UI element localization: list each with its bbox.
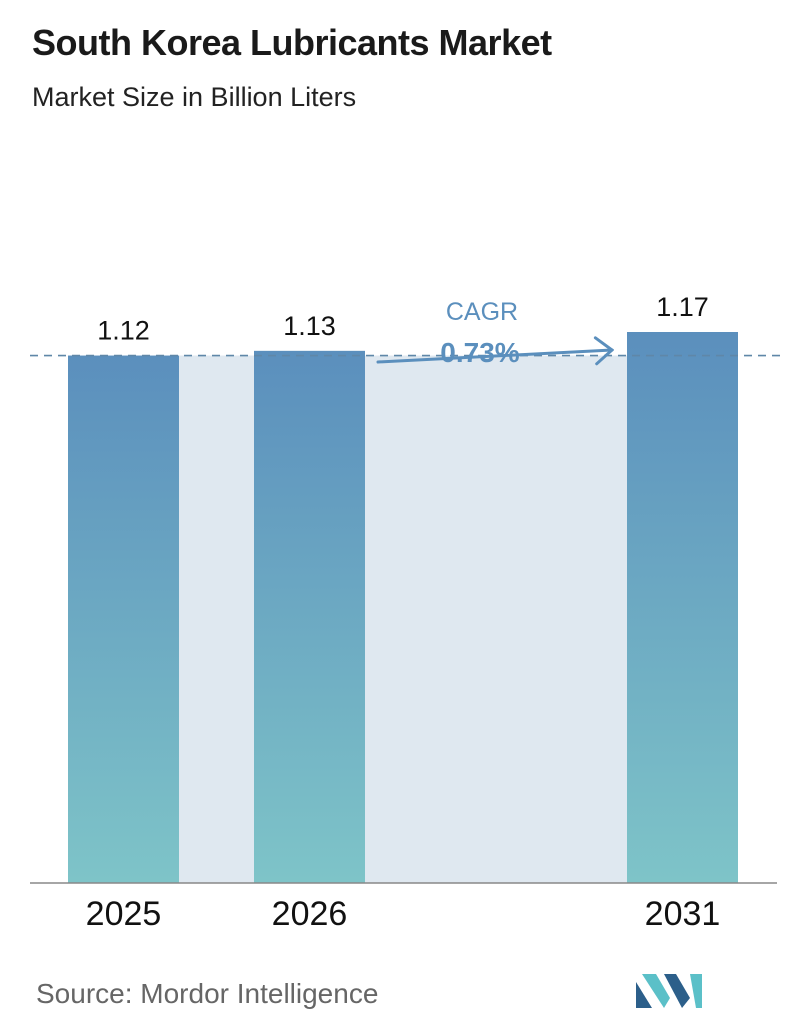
- chart-title: South Korea Lubricants Market: [32, 22, 552, 63]
- band-1: [179, 355, 254, 883]
- bar-2031: [627, 332, 738, 883]
- mordor-logo-icon: [636, 974, 702, 1008]
- bar-2025: [68, 355, 179, 883]
- band-2: [365, 355, 627, 883]
- cagr-label: CAGR: [446, 298, 518, 326]
- value-label-2025: 1.12: [97, 316, 150, 346]
- bar-chart: 1.12 1.13 1.17 2025 2026 2031 CAGR 0.73%: [30, 292, 780, 933]
- tick-label-2031: 2031: [645, 895, 721, 933]
- value-label-2031: 1.17: [656, 292, 709, 322]
- value-label-2026: 1.13: [283, 311, 336, 341]
- tick-label-2025: 2025: [86, 895, 162, 933]
- cagr-arrow-icon: [376, 350, 612, 362]
- chart-subtitle: Market Size in Billion Liters: [32, 82, 357, 112]
- tick-label-2026: 2026: [272, 895, 348, 933]
- cagr-value: 0.73%: [440, 337, 519, 368]
- bar-2026: [254, 350, 365, 883]
- source-note: Source: Mordor Intelligence: [36, 978, 379, 1009]
